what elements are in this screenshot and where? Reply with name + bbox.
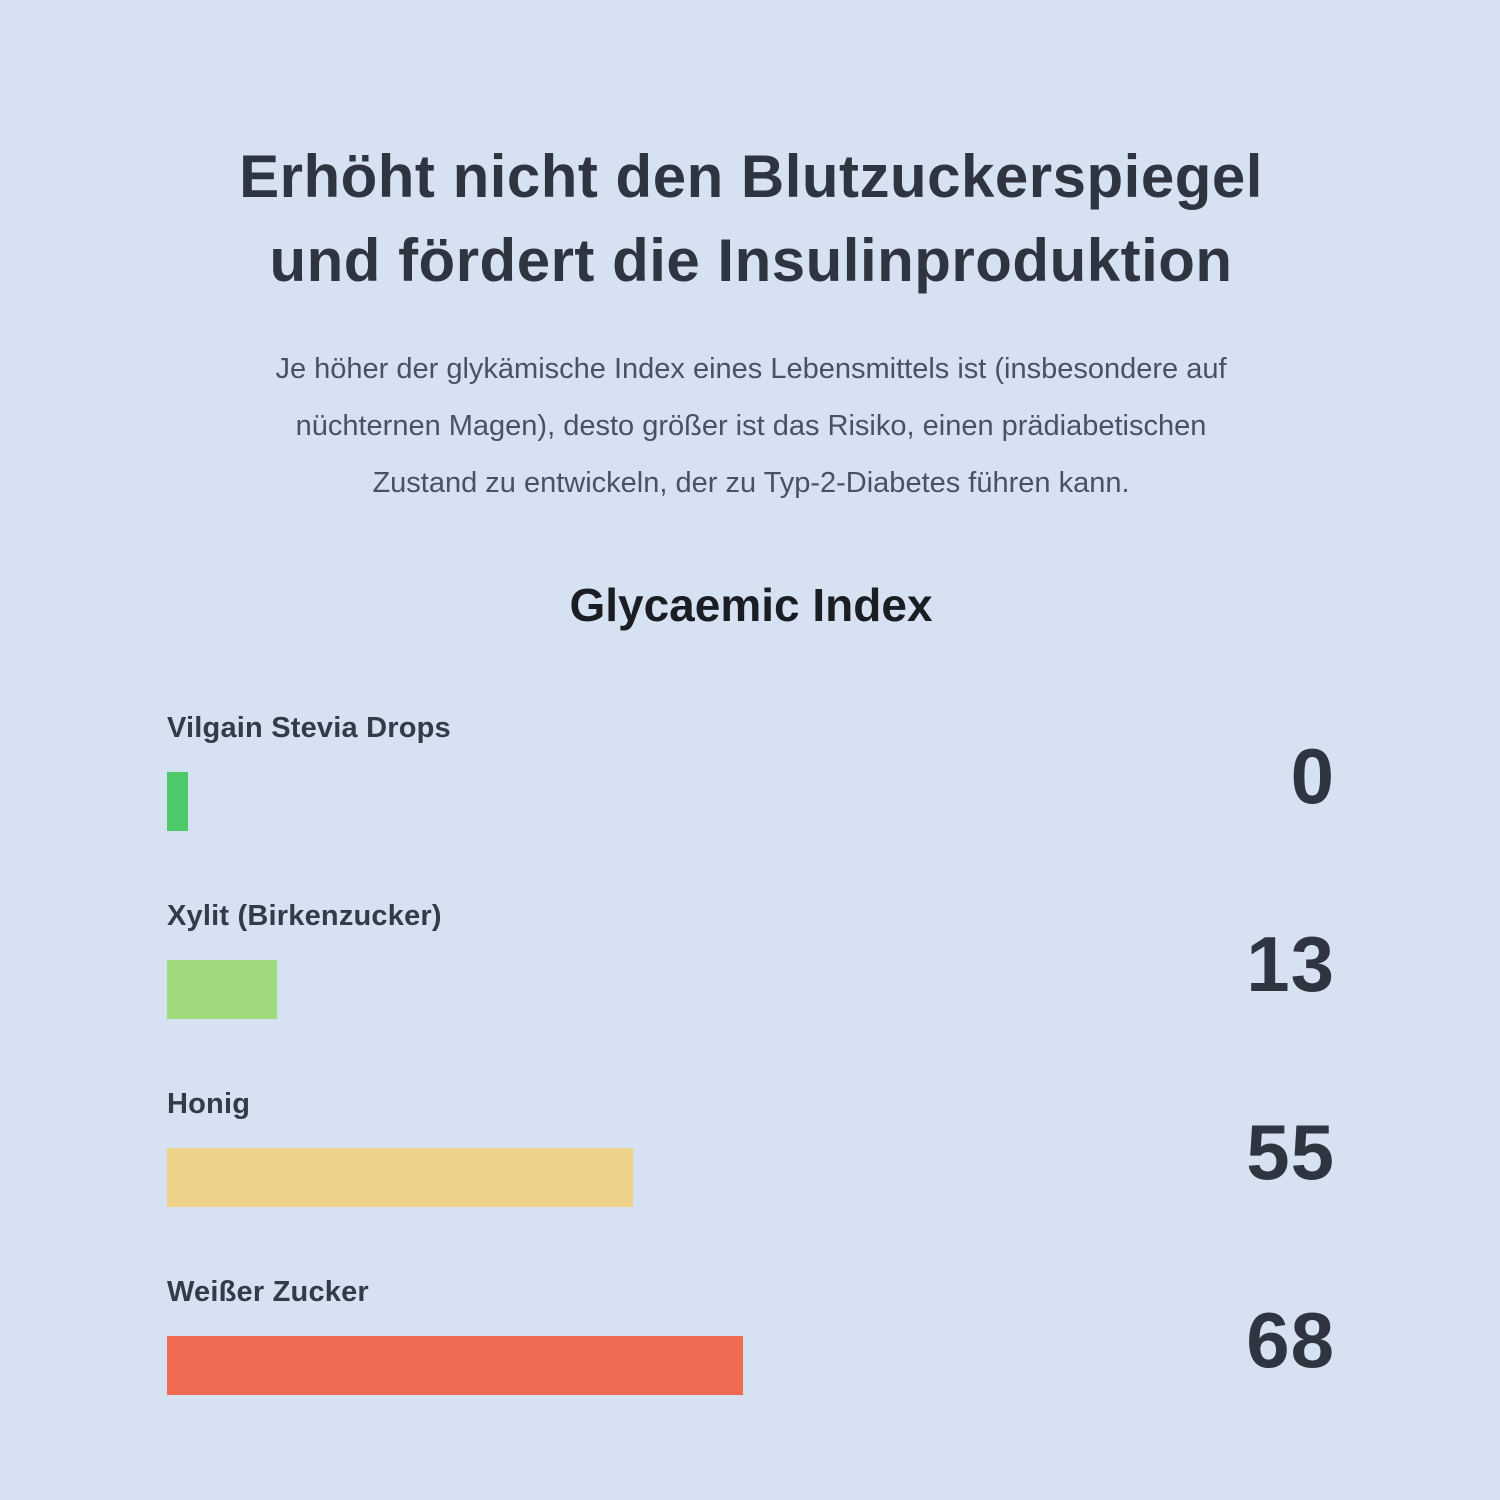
bar-row: Vilgain Stevia Drops 0 <box>167 711 1335 831</box>
glycaemic-index-bar-chart: Vilgain Stevia Drops 0 Xylit (Birkenzucker… <box>167 711 1335 1395</box>
page-title-line-2: und fördert die Insulinproduktion <box>269 227 1233 294</box>
bar-row: Honig 55 <box>167 1087 1335 1207</box>
bar-value-label: 55 <box>1246 1108 1335 1196</box>
bar-category-label: Xylit (Birkenzucker) <box>167 900 442 932</box>
bar-row: Weißer Zucker 68 <box>167 1275 1335 1395</box>
bar <box>167 960 278 1019</box>
bar-category-label: Vilgain Stevia Drops <box>167 712 451 744</box>
page-subtitle-line-3: Zustand zu entwickeln, der zu Typ-2-Diab… <box>372 467 1130 499</box>
bar-category-label: Weißer Zucker <box>167 1276 369 1308</box>
bar <box>167 1148 633 1207</box>
page-subtitle-line-2: nüchternen Magen), desto größer ist das … <box>295 410 1207 442</box>
bar-row: Xylit (Birkenzucker) 13 <box>167 899 1335 1019</box>
bar-value-label: 13 <box>1246 920 1335 1008</box>
page-title-line-1: Erhöht nicht den Blutzuckerspiegel <box>239 143 1263 210</box>
page-subtitle-line-1: Je höher der glykämische Index eines Leb… <box>275 353 1227 385</box>
bar <box>167 772 188 831</box>
page-subtitle: Je höher der glykämische Index eines Leb… <box>167 341 1335 512</box>
bar <box>167 1336 743 1395</box>
page-title: Erhöht nicht den Blutzuckerspiegel und f… <box>167 135 1335 303</box>
bar-value-label: 0 <box>1290 732 1335 820</box>
bar-value-label: 68 <box>1246 1296 1335 1384</box>
bar-category-label: Honig <box>167 1088 251 1120</box>
chart-title: Glycaemic Index <box>569 579 933 631</box>
